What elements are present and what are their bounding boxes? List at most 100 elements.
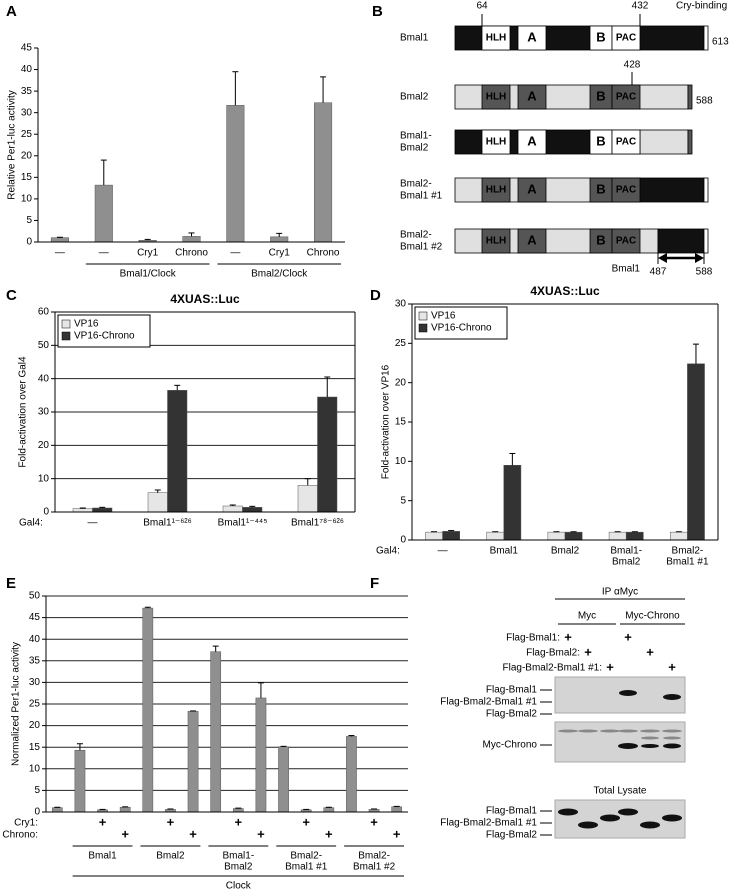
y-tick-label: 45	[29, 612, 41, 623]
blot-band	[600, 814, 620, 822]
blot-band	[558, 729, 578, 733]
construct-name: Bmal2	[400, 143, 429, 154]
site-label: 64	[476, 1, 488, 12]
domain-label: HLH	[486, 33, 507, 44]
group-label: Bmal2/Clock	[251, 269, 308, 280]
y-tick-label: 30	[395, 299, 407, 310]
factor-sign: +	[393, 826, 401, 841]
y-tick-label: 20	[395, 377, 407, 388]
blot	[554, 721, 686, 763]
bar	[187, 711, 199, 813]
y-tick-label: 15	[21, 172, 33, 183]
construct-length: 588	[696, 96, 713, 107]
domain-label: HLH	[486, 185, 507, 196]
x-tick-label: —	[55, 248, 65, 259]
blot-band	[641, 736, 659, 740]
domain-label: B	[596, 133, 605, 148]
group-label: Bmal1-	[222, 851, 254, 862]
y-tick-label: 10	[21, 194, 33, 205]
x-tick-label: Bmal1	[490, 546, 519, 557]
bar	[94, 184, 113, 243]
bar	[503, 465, 522, 541]
domain-label: PAC	[616, 236, 636, 247]
bar	[51, 807, 63, 813]
y-tick-label: 25	[395, 338, 407, 349]
blot-band	[640, 821, 660, 829]
bar	[226, 105, 245, 243]
factor-sign: +	[235, 814, 243, 829]
blot-band	[578, 821, 598, 829]
panel-label: F	[370, 575, 379, 592]
y-tick-label: 0	[34, 807, 40, 818]
domain-box	[481, 129, 511, 155]
construct-segment	[703, 228, 709, 254]
factor-sign: +	[302, 814, 310, 829]
domain-box	[481, 84, 511, 110]
y-tick-label: 45	[21, 43, 33, 54]
panel-label: C	[6, 287, 17, 304]
bar	[625, 531, 644, 541]
domain-label: B	[596, 181, 605, 196]
y-tick-label: 5	[34, 785, 40, 796]
row-label: Flag-Bmal1:	[506, 633, 560, 644]
x-tick-label: Bmal1 #1	[666, 557, 709, 568]
ip-group: Myc-Chrono	[625, 611, 680, 622]
chart-title: 4XUAS::Luc	[170, 292, 240, 306]
blot-band	[641, 744, 659, 748]
domain-label: A	[527, 181, 537, 196]
x-tick-label: Cry1	[137, 248, 159, 259]
y-tick-label: 30	[29, 677, 41, 688]
factor-sign: +	[121, 826, 129, 841]
construct-segment	[639, 129, 689, 155]
bar	[242, 507, 263, 513]
blot-band	[619, 690, 637, 696]
bar	[167, 390, 188, 513]
group-label: Bmal2	[224, 862, 253, 873]
bar	[74, 749, 86, 813]
legend-label: VP16-Chrono	[74, 331, 135, 342]
x-tick-label: Bmal1-	[610, 546, 642, 557]
domain-label: PAC	[616, 137, 636, 148]
ip-group: Myc	[578, 611, 596, 622]
domain-label: PAC	[616, 185, 636, 196]
bar	[92, 507, 113, 513]
band-label: Myc-Chrono	[483, 740, 538, 751]
domain-box	[611, 129, 641, 155]
bar	[222, 505, 243, 513]
x-tick-label: Bmal2	[551, 546, 580, 557]
blot-band	[663, 743, 681, 749]
fragment-name: Bmal1	[612, 264, 641, 275]
fragment-end: 588	[696, 267, 713, 278]
x-tick-label: Bmal1¹⁻⁶²⁶	[143, 518, 192, 529]
blot	[554, 799, 686, 839]
domain-label: B	[596, 88, 605, 103]
panel-label: A	[6, 3, 17, 20]
bar	[232, 808, 244, 813]
y-axis-label: Relative Per1-luc activity	[7, 90, 18, 199]
x-tick-label: Bmal2-	[672, 546, 704, 557]
blot-band	[600, 729, 620, 733]
band-label: Flag-Bmal2	[486, 830, 538, 841]
band-label: Flag-Bmal1	[486, 685, 538, 696]
y-tick-label: 50	[38, 340, 50, 351]
panel-label: D	[370, 287, 381, 304]
y-axis-label: Fold-activation over Gal4	[18, 356, 29, 468]
construct-name: Bmal1 #1	[400, 191, 443, 202]
group-label: Bmal1/Clock	[120, 269, 177, 280]
x-tick-label: Bmal1¹⁻⁴⁴⁵	[218, 518, 268, 529]
construct-segment	[703, 25, 709, 51]
bar	[391, 806, 403, 813]
legend-swatch	[61, 319, 71, 329]
blot-band	[578, 729, 598, 733]
construct-name: Bmal2	[400, 92, 429, 103]
legend-label: VP16	[431, 311, 456, 322]
bar	[278, 746, 289, 813]
legend-swatch	[61, 331, 71, 341]
legend-label: VP16-Chrono	[431, 323, 492, 334]
construct-length: 613	[712, 37, 729, 48]
group-label: Bmal1 #1	[285, 862, 328, 873]
y-tick-label: 0	[43, 507, 49, 518]
group-label: Bmal1	[88, 851, 117, 862]
domain-box	[481, 177, 511, 203]
